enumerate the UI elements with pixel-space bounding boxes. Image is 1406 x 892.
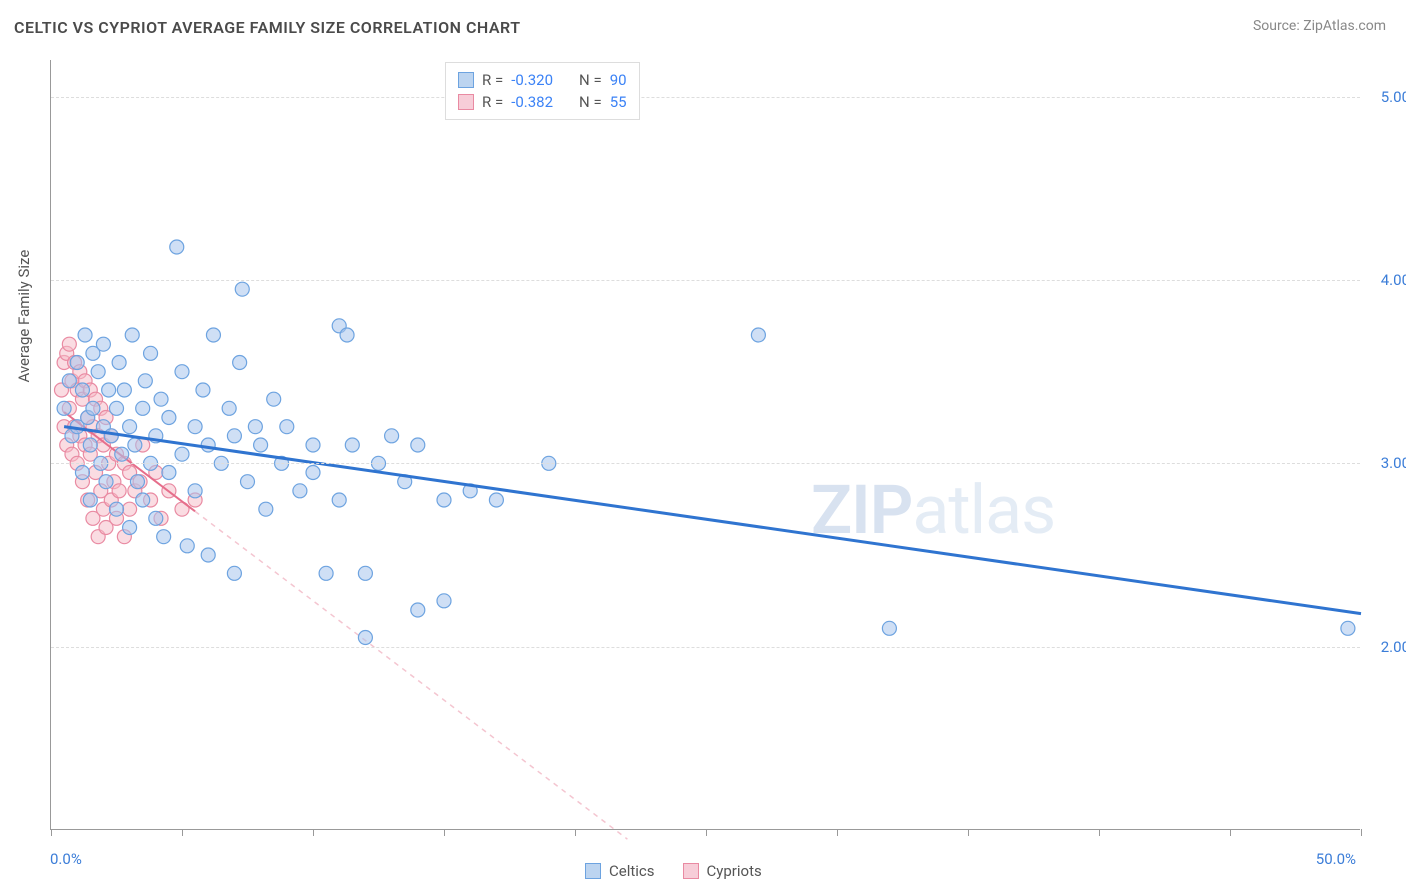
bottom-legend: Celtics Cypriots (585, 862, 762, 880)
r-label: R = (482, 71, 503, 89)
r-label: R = (482, 93, 503, 111)
n-label: N = (579, 93, 602, 111)
legend-label: Cypriots (707, 862, 762, 880)
y-axis-title: Average Family Size (15, 250, 33, 383)
n-value: 55 (610, 93, 627, 111)
x-axis-max: 50.0% (1316, 850, 1356, 868)
chart-title: CELTIC VS CYPRIOT AVERAGE FAMILY SIZE CO… (14, 18, 521, 37)
source-attribution: Source: ZipAtlas.com (1253, 18, 1386, 34)
r-value: -0.320 (511, 71, 553, 89)
celtics-swatch (458, 72, 474, 88)
celtics-swatch (585, 863, 601, 879)
legend-item-cypriots: Cypriots (683, 862, 762, 880)
n-label: N = (579, 71, 602, 89)
r-value: -0.382 (511, 93, 553, 111)
legend-label: Celtics (609, 862, 655, 880)
y-tick-label: 2.00 (1365, 638, 1406, 656)
cypriots-swatch (683, 863, 699, 879)
stats-row-celtics: R = -0.320 N = 90 (458, 69, 627, 91)
x-axis-min: 0.0% (50, 850, 82, 868)
stats-box: R = -0.320 N = 90 R = -0.382 N = 55 (445, 62, 640, 120)
legend-item-celtics: Celtics (585, 862, 655, 880)
y-tick-label: 5.00 (1365, 88, 1406, 106)
cypriots-swatch (458, 94, 474, 110)
plot-area: ZIPatlas 2.003.004.005.00 (50, 60, 1360, 830)
plot-svg (51, 60, 1360, 829)
stats-row-cypriots: R = -0.382 N = 55 (458, 91, 627, 113)
n-value: 90 (610, 71, 627, 89)
y-tick-label: 3.00 (1365, 454, 1406, 472)
y-tick-label: 4.00 (1365, 271, 1406, 289)
